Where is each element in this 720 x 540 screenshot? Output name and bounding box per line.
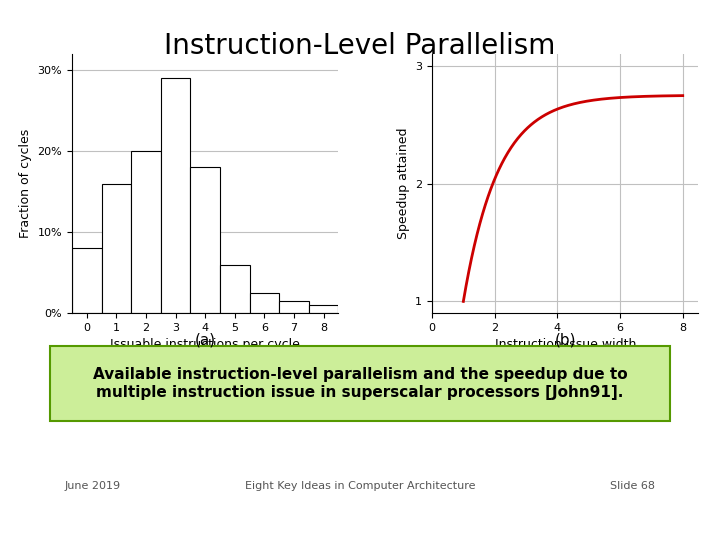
Text: Available instruction-level parallelism and the speedup due to
multiple instruct: Available instruction-level parallelism … [93,367,627,400]
Bar [220,265,250,313]
Bar [72,248,102,313]
Text: (b): (b) [554,332,576,347]
Bar [250,293,279,313]
Bar [190,167,220,313]
Text: Instruction-Level Parallelism: Instruction-Level Parallelism [164,32,556,60]
Bar [102,184,131,313]
Text: June 2019: June 2019 [65,481,121,491]
Bar [279,301,309,313]
Text: (a): (a) [194,332,216,347]
Bar [131,151,161,313]
Y-axis label: Fraction of cycles: Fraction of cycles [19,129,32,238]
X-axis label: Issuable instructions per cycle: Issuable instructions per cycle [110,339,300,352]
X-axis label: Instruction issue width: Instruction issue width [495,339,636,352]
Text: Slide 68: Slide 68 [611,481,655,491]
Bar [309,305,338,313]
Text: Eight Key Ideas in Computer Architecture: Eight Key Ideas in Computer Architecture [245,481,475,491]
Y-axis label: Speedup attained: Speedup attained [397,128,410,239]
Bar [161,78,190,313]
